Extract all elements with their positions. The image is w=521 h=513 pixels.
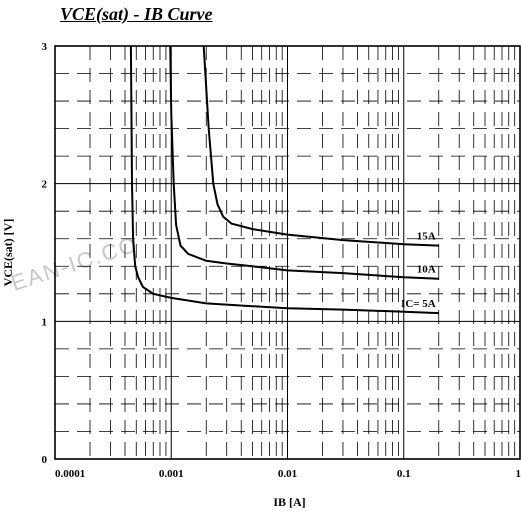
series-line — [169, 45, 439, 280]
y-axis-label: VCE(sat) [V] — [1, 219, 15, 287]
chart-title: VCE(sat) - IB Curve — [60, 4, 213, 24]
series-line — [202, 45, 439, 247]
y-tick-label: 3 — [42, 41, 48, 53]
x-tick-label: 0.01 — [278, 468, 297, 480]
series-label: 15A — [417, 231, 436, 243]
series-label: 10A — [417, 264, 436, 276]
series-label: IC= 5A — [401, 298, 436, 310]
x-tick-label: 0.0001 — [55, 468, 85, 480]
x-tick-label: 0.001 — [159, 468, 184, 480]
plot-frame — [54, 45, 521, 460]
x-tick-label: 0.1 — [397, 468, 411, 480]
y-tick-label: 1 — [42, 316, 48, 328]
x-tick-label: 1 — [516, 468, 521, 480]
y-tick-label: 2 — [42, 179, 48, 191]
x-axis-label: IB [A] — [273, 495, 305, 509]
y-tick-label: 0 — [42, 454, 48, 466]
series-line — [129, 45, 439, 315]
